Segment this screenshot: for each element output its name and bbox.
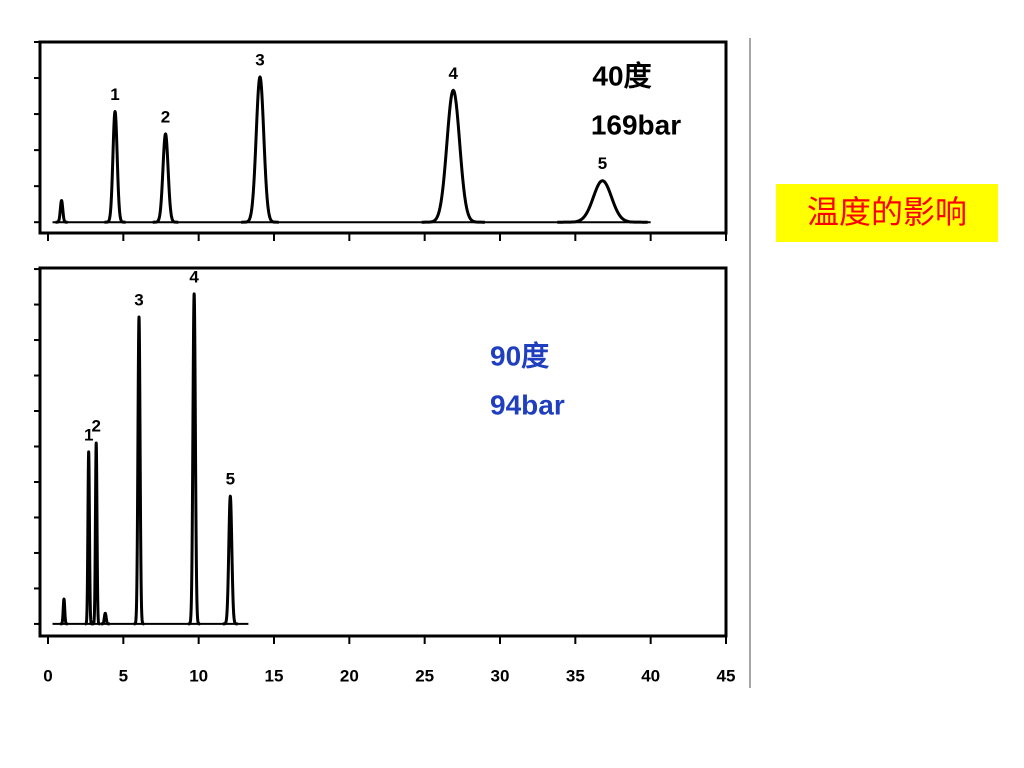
peak — [91, 441, 102, 626]
plot-frame — [38, 266, 728, 638]
annotation: 169bar — [591, 109, 681, 140]
annotation: 90度 — [490, 340, 549, 371]
peak — [240, 75, 280, 224]
peak-label: 5 — [598, 154, 607, 173]
peak — [151, 132, 180, 224]
x-tick-label: 0 — [43, 666, 52, 685]
peak-label: 5 — [226, 470, 235, 489]
x-tick-label: 5 — [119, 666, 128, 685]
peak — [54, 199, 69, 224]
side-label: 温度的影响 — [807, 193, 967, 231]
x-tick-label: 10 — [189, 666, 208, 685]
peak — [132, 315, 146, 626]
peak — [58, 597, 70, 626]
peak-label: 2 — [91, 416, 100, 435]
peak-label: 1 — [84, 425, 93, 444]
annotation: 40度 — [592, 60, 651, 91]
peak-label: 3 — [255, 50, 264, 69]
peak — [99, 611, 112, 626]
label-box — [776, 184, 998, 242]
x-tick-label: 35 — [566, 666, 585, 685]
peak — [83, 450, 94, 626]
peak-label: 1 — [110, 85, 119, 104]
peak — [186, 292, 202, 626]
x-tick-label: 45 — [717, 666, 736, 685]
x-tick-label: 20 — [340, 666, 359, 685]
peak — [556, 179, 649, 224]
peak-label: 2 — [161, 107, 170, 126]
peak-label: 4 — [449, 64, 459, 83]
peak-label: 4 — [189, 267, 199, 286]
x-tick-label: 15 — [265, 666, 284, 685]
x-tick-label: 30 — [491, 666, 510, 685]
peak — [221, 494, 240, 626]
peak — [103, 110, 127, 224]
peak-label: 3 — [134, 290, 143, 309]
x-tick-label: 25 — [415, 666, 434, 685]
x-tick-label: 40 — [641, 666, 660, 685]
peak — [420, 88, 486, 224]
annotation: 94bar — [490, 389, 565, 420]
plot-frame — [38, 40, 728, 235]
